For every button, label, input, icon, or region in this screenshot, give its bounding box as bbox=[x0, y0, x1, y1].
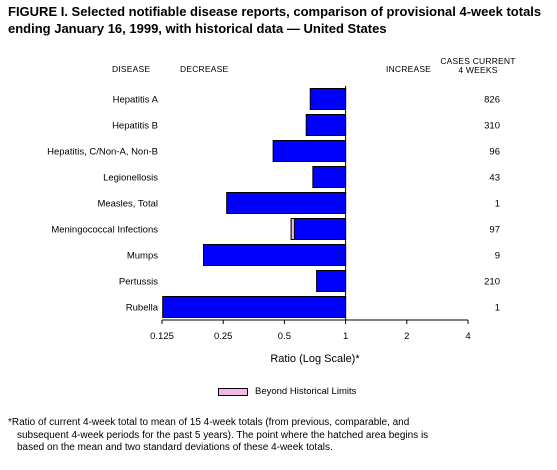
bar bbox=[162, 296, 347, 318]
cases-value: 310 bbox=[484, 121, 500, 132]
x-tick-label: 4 bbox=[465, 331, 470, 342]
bar bbox=[290, 218, 347, 240]
category-label: Hepatitis, C/Non-A, Non-B bbox=[47, 147, 158, 158]
cases-header-line-2: 4 WEEKS bbox=[458, 65, 498, 75]
bar-chart: 0.125 0.25 0.5 1 2 4 Hepatitis A 826 Hepatitis … bbox=[47, 86, 500, 365]
footnote-line-2: subsequent 4-week periods for the past 5… bbox=[17, 429, 429, 441]
x-axis-label: Ratio (Log Scale)* bbox=[270, 353, 360, 365]
category-label: Mumps bbox=[127, 251, 158, 262]
bar bbox=[312, 166, 347, 188]
x-tick-label: 0.125 bbox=[150, 331, 174, 342]
footnote: *Ratio of current 4-week total to mean o… bbox=[8, 417, 554, 455]
cases-value: 97 bbox=[489, 225, 500, 236]
category-label: Legionellosis bbox=[103, 173, 158, 184]
cases-column-header: CASES CURRENT 4 WEEKS bbox=[440, 57, 516, 75]
cases-value: 826 bbox=[484, 95, 500, 106]
category-label: Hepatitis A bbox=[113, 95, 159, 106]
bar-hatched-segment bbox=[290, 218, 295, 240]
bar bbox=[316, 270, 347, 292]
legend-hatched-swatch bbox=[218, 387, 248, 396]
cases-value: 1 bbox=[495, 199, 500, 210]
bar bbox=[202, 244, 347, 266]
x-tick-label: 0.25 bbox=[214, 331, 233, 342]
cases-value: 9 bbox=[495, 251, 500, 262]
bar bbox=[272, 140, 347, 162]
category-label: Meningococcal Infections bbox=[51, 225, 158, 236]
bar bbox=[305, 114, 347, 136]
legend-label: Beyond Historical Limits bbox=[255, 386, 357, 397]
category-label: Pertussis bbox=[119, 277, 158, 288]
bar bbox=[309, 88, 347, 110]
cases-value: 1 bbox=[495, 303, 500, 314]
cases-value: 210 bbox=[484, 277, 500, 288]
figure-title-line-2: ending January 16, 1999, with historical… bbox=[8, 21, 387, 36]
cases-header-line-1: CASES CURRENT bbox=[440, 56, 516, 66]
increase-header: INCREASE bbox=[386, 64, 432, 74]
cases-value: 43 bbox=[489, 173, 500, 184]
figure-title: FIGURE I. Selected notifiable disease re… bbox=[8, 3, 548, 37]
cases-value: 96 bbox=[489, 147, 500, 158]
disease-column-header: DISEASE bbox=[112, 64, 151, 74]
category-label: Measles, Total bbox=[97, 199, 158, 210]
figure-title-line-1: FIGURE I. Selected notifiable disease re… bbox=[8, 4, 542, 19]
x-tick-label: 1 bbox=[343, 331, 348, 342]
x-tick-label: 2 bbox=[404, 331, 409, 342]
category-label: Rubella bbox=[126, 303, 159, 314]
decrease-header: DECREASE bbox=[180, 64, 229, 74]
category-label: Hepatitis B bbox=[112, 121, 158, 132]
footnote-line-1: *Ratio of current 4-week total to mean o… bbox=[8, 417, 410, 428]
legend: Beyond Historical Limits bbox=[218, 386, 356, 397]
bar bbox=[226, 192, 347, 214]
x-tick-label: 0.5 bbox=[278, 331, 291, 342]
footnote-line-3: based on the mean and two standard devia… bbox=[17, 442, 333, 453]
